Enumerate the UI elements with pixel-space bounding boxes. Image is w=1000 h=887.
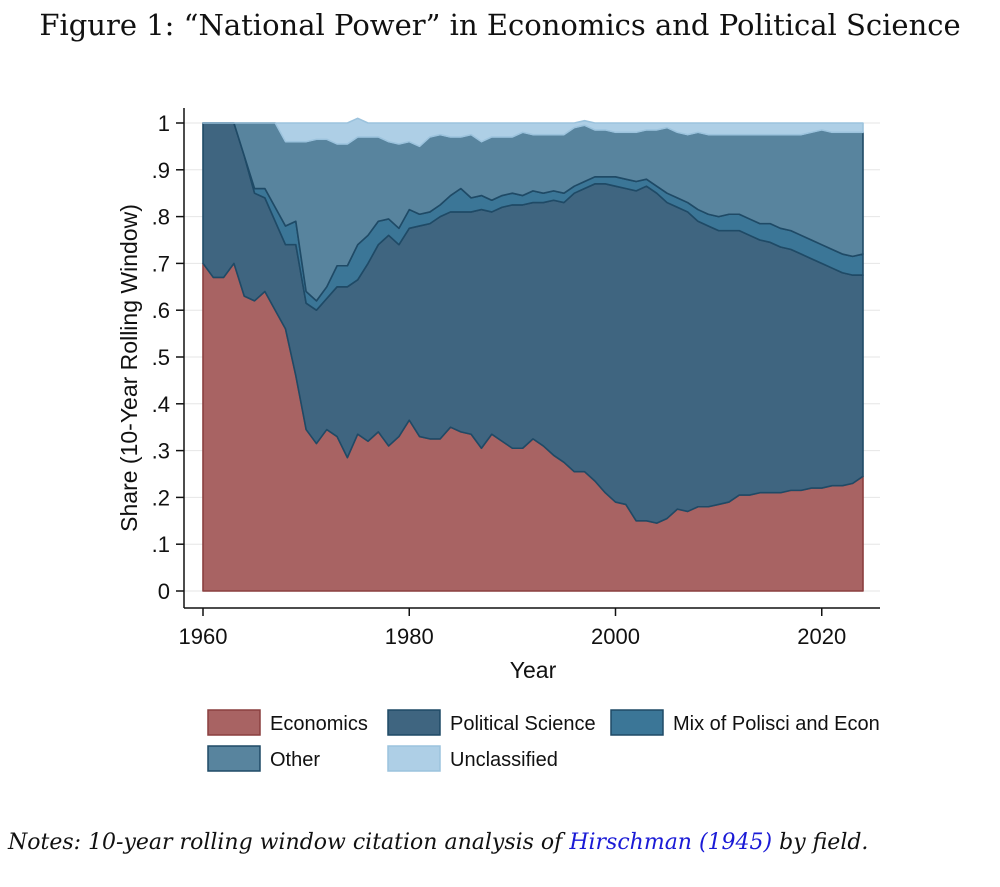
legend-swatch-economics bbox=[207, 709, 261, 736]
y-axis-title: Share (10-Year Rolling Window) bbox=[116, 204, 142, 532]
notes-prefix: Notes: 10-year rolling window citation a… bbox=[8, 830, 570, 855]
legend-label-economics: Economics bbox=[270, 713, 368, 735]
notes-suffix: by field. bbox=[772, 830, 869, 855]
citation-link[interactable]: Hirschman (1945) bbox=[569, 830, 773, 855]
axis-layer: 0 .1 .2 .3 .4 .5 .6 .7 .8 .9 1 1960 1980 2000 2020 Year… bbox=[116, 108, 880, 683]
y-tick-label: .8 bbox=[152, 205, 170, 230]
y-tick-label: 0 bbox=[158, 579, 170, 604]
legend-swatch-political-science bbox=[387, 709, 441, 736]
figure-notes: Notes: 10-year rolling window citation a… bbox=[8, 830, 998, 855]
y-tick-label: .2 bbox=[152, 485, 170, 510]
x-tick-label: 2020 bbox=[797, 624, 846, 649]
x-tick-label: 2000 bbox=[591, 624, 640, 649]
x-tick-label: 1980 bbox=[385, 624, 434, 649]
y-tick-label: .3 bbox=[152, 439, 170, 464]
y-tick-label: 1 bbox=[158, 111, 170, 136]
y-tick-label: .6 bbox=[152, 298, 170, 323]
legend-swatch-mix-of-polisci-and-econ bbox=[610, 709, 664, 736]
legend-label-unclassified: Unclassified bbox=[450, 749, 558, 771]
y-tick-label: .5 bbox=[152, 345, 170, 370]
legend-label-political-science: Political Science bbox=[450, 713, 596, 735]
legend: Economics Political Science Mix of Polisci… bbox=[207, 709, 880, 772]
area-unclassified bbox=[202, 117, 864, 148]
legend-swatch-unclassified bbox=[387, 745, 441, 772]
legend-label-mix-of-polisci-and-econ: Mix of Polisci and Econ bbox=[673, 713, 880, 735]
figure-title: Figure 1: “National Power” in Economics … bbox=[39, 8, 961, 42]
area-chart: 0 .1 .2 .3 .4 .5 .6 .7 .8 .9 1 1960 1980 2000 2020 Year… bbox=[116, 108, 880, 772]
x-axis-title: Year bbox=[510, 657, 557, 683]
area-layer bbox=[202, 117, 864, 592]
legend-swatch-other bbox=[207, 745, 261, 772]
y-tick-label: .7 bbox=[152, 251, 170, 276]
x-tick-label: 1960 bbox=[179, 624, 228, 649]
y-tick-label: .1 bbox=[152, 532, 170, 557]
legend-label-other: Other bbox=[270, 749, 320, 771]
y-tick-label: .4 bbox=[152, 392, 170, 417]
y-tick-label: .9 bbox=[152, 158, 170, 183]
